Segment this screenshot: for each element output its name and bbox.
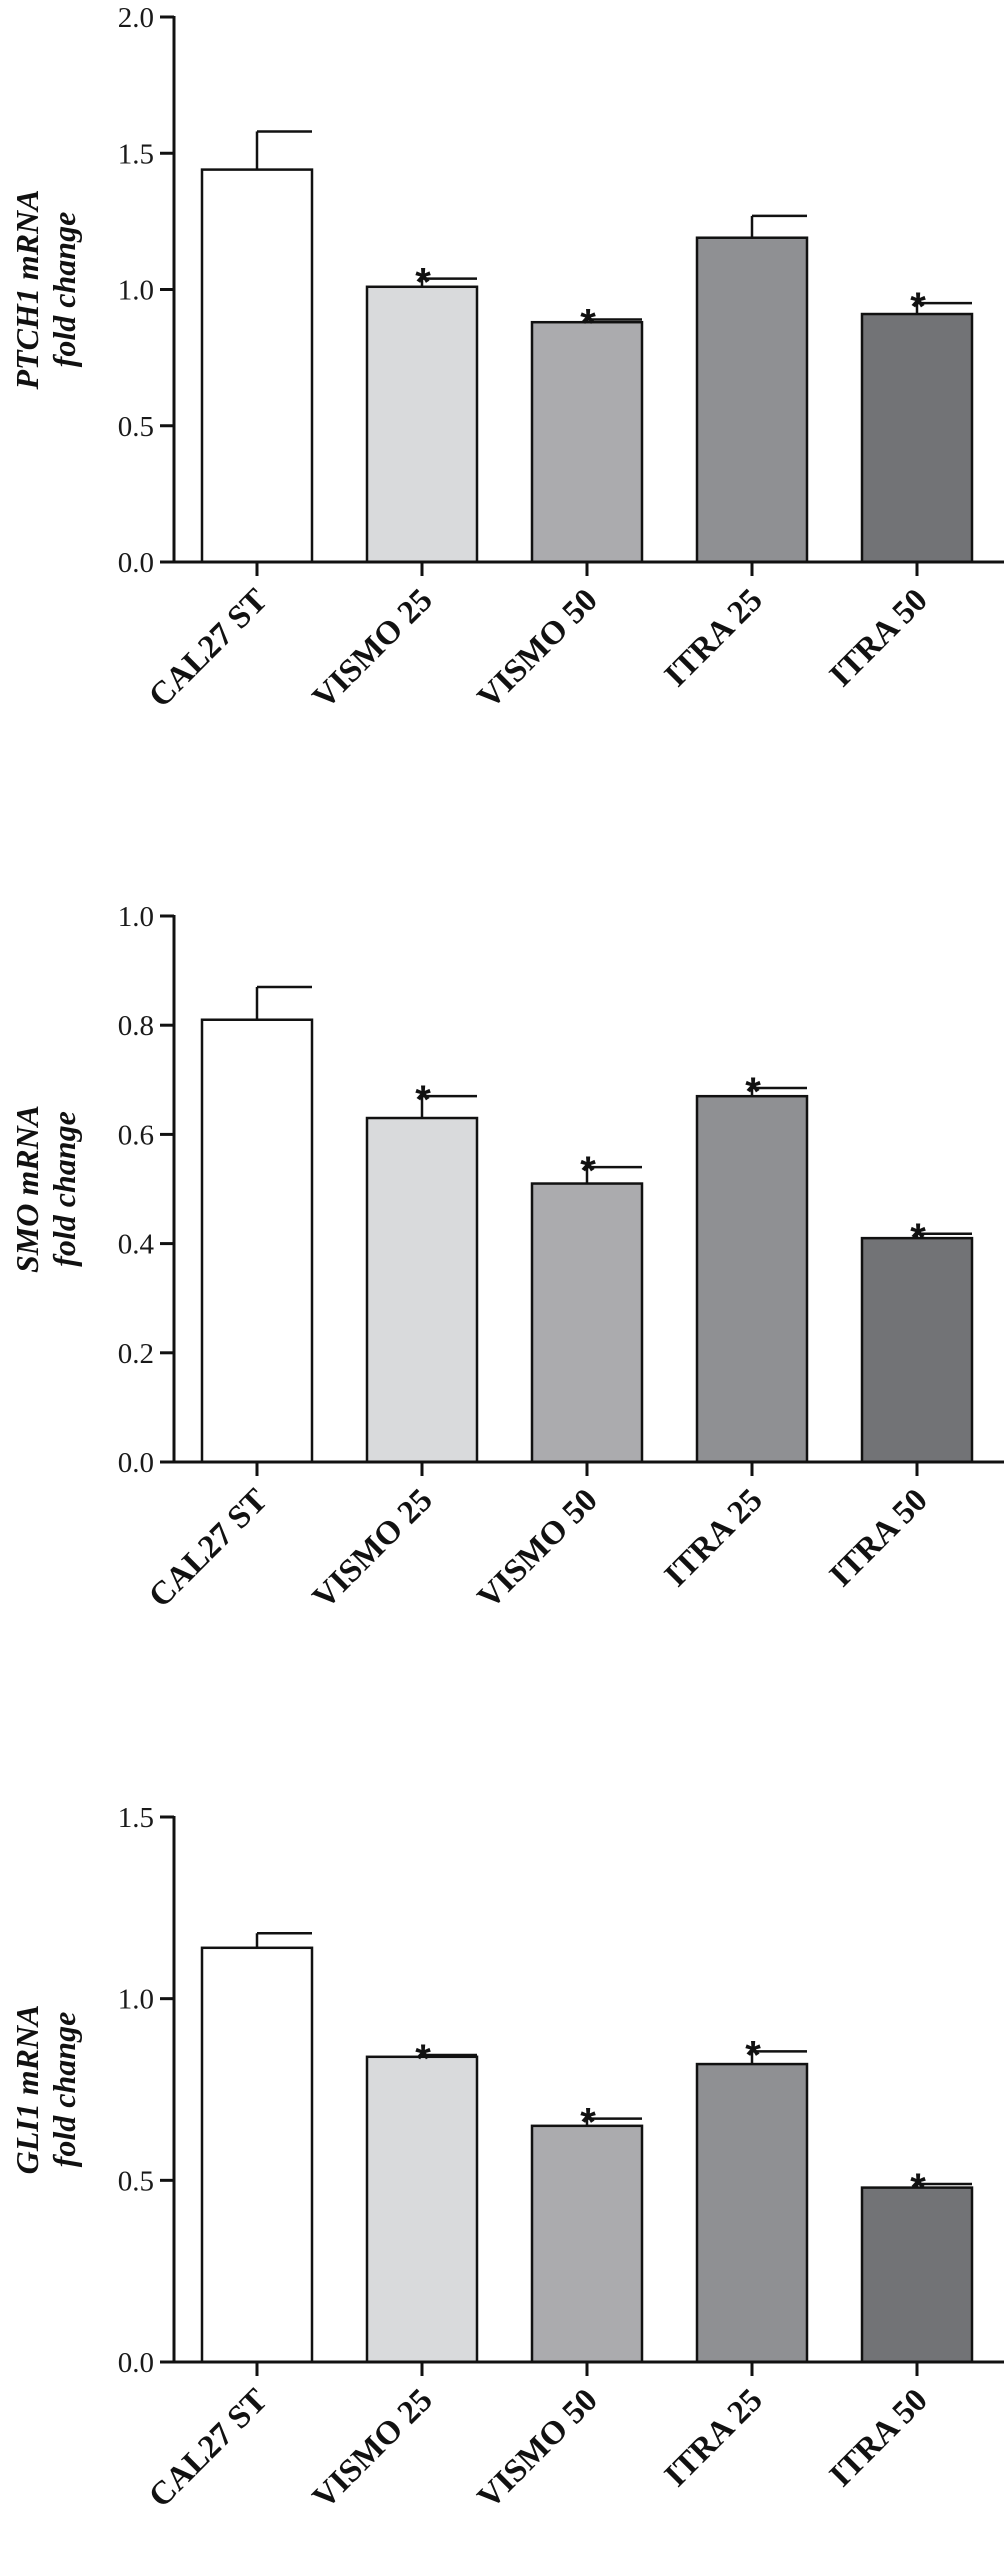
y-tick-label: 0.2: [118, 1338, 154, 1370]
x-tick-label: ITRA 25: [658, 582, 770, 694]
bar: [860, 312, 974, 564]
bar: [695, 1094, 809, 1464]
y-axis-title: SMO mRNA: [9, 1105, 45, 1273]
significance-marker: *: [415, 261, 431, 305]
bar: [530, 320, 644, 564]
bar: [695, 2062, 809, 2364]
y-tick-label: 1.5: [118, 1802, 154, 1834]
significance-marker: *: [415, 1078, 431, 1122]
y-tick-label: 1.0: [118, 275, 154, 307]
y-tick-label: 0.6: [118, 1119, 154, 1151]
y-axis-title: GLI1 mRNA: [9, 2005, 45, 2175]
x-tick-label: ITRA 25: [658, 2382, 770, 2494]
bar: [365, 285, 479, 564]
significance-marker: *: [580, 301, 596, 345]
significance-marker: *: [745, 1070, 761, 1114]
bar: [530, 1182, 644, 1464]
bar: [365, 2055, 479, 2364]
significance-marker: *: [745, 2033, 761, 2077]
y-axis-title: fold change: [46, 212, 82, 368]
x-tick-label: VISMO 50: [471, 2382, 605, 2516]
significance-marker: *: [580, 1149, 596, 1193]
y-tick-label: 0.0: [118, 547, 154, 579]
y-tick-label: 0.8: [118, 1010, 154, 1042]
y-tick-label: 0.5: [118, 411, 154, 443]
bar: [860, 1236, 974, 1464]
significance-marker: *: [580, 2101, 596, 2145]
bar: [365, 1116, 479, 1464]
y-tick-label: 0.0: [118, 2347, 154, 2379]
x-tick-label: VISMO 50: [471, 1482, 605, 1616]
x-tick-label: CAL27 ST: [142, 582, 274, 714]
significance-marker: *: [415, 2037, 431, 2081]
x-tick-label: VISMO 25: [306, 2382, 440, 2516]
significance-marker: *: [910, 285, 926, 329]
x-tick-label: ITRA 50: [823, 1482, 935, 1594]
y-tick-label: 0.5: [118, 2165, 154, 2197]
bar: [860, 2186, 974, 2364]
y-axis-title: PTCH1 mRNA: [9, 189, 45, 390]
y-tick-label: 0.0: [118, 1447, 154, 1479]
y-tick-label: 1.0: [118, 1984, 154, 2016]
x-tick-label: VISMO 25: [306, 1482, 440, 1616]
x-tick-label: CAL27 ST: [142, 2382, 274, 2514]
x-tick-label: ITRA 25: [658, 1482, 770, 1594]
bar: [200, 1946, 314, 2364]
y-tick-label: 1.0: [118, 901, 154, 933]
chart-panel-3: * * * * 0.0 0.5 1.0 1.5 CAL27 ST VISMO 25 VISMO 50…: [9, 1802, 1004, 2516]
significance-marker: *: [910, 2166, 926, 2210]
chart-panel-2: * * * * 0.0 0.2 0.4 0.6 0.8 1.0 CAL27 ST VISMO 25 VI…: [9, 901, 1004, 1616]
bar: [200, 1018, 314, 1464]
y-tick-label: 1.5: [118, 138, 154, 170]
x-tick-label: VISMO 50: [471, 582, 605, 716]
y-axis-title: fold change: [46, 2012, 82, 2168]
bar: [200, 168, 314, 564]
x-tick-label: ITRA 50: [823, 582, 935, 694]
significance-marker: *: [910, 1216, 926, 1260]
bar: [530, 2124, 644, 2364]
y-axis-title: fold change: [46, 1111, 82, 1267]
bar: [695, 236, 809, 564]
x-tick-label: CAL27 ST: [142, 1482, 274, 1614]
y-tick-label: 2.0: [118, 2, 154, 34]
y-tick-label: 0.4: [118, 1229, 155, 1261]
x-tick-label: ITRA 50: [823, 2382, 935, 2494]
x-tick-label: VISMO 25: [306, 582, 440, 716]
chart-panel-1: * * * 0.0 0.5 1.0 1.5 2.0 CAL27 ST VISMO 25 VISMO …: [9, 2, 1004, 716]
